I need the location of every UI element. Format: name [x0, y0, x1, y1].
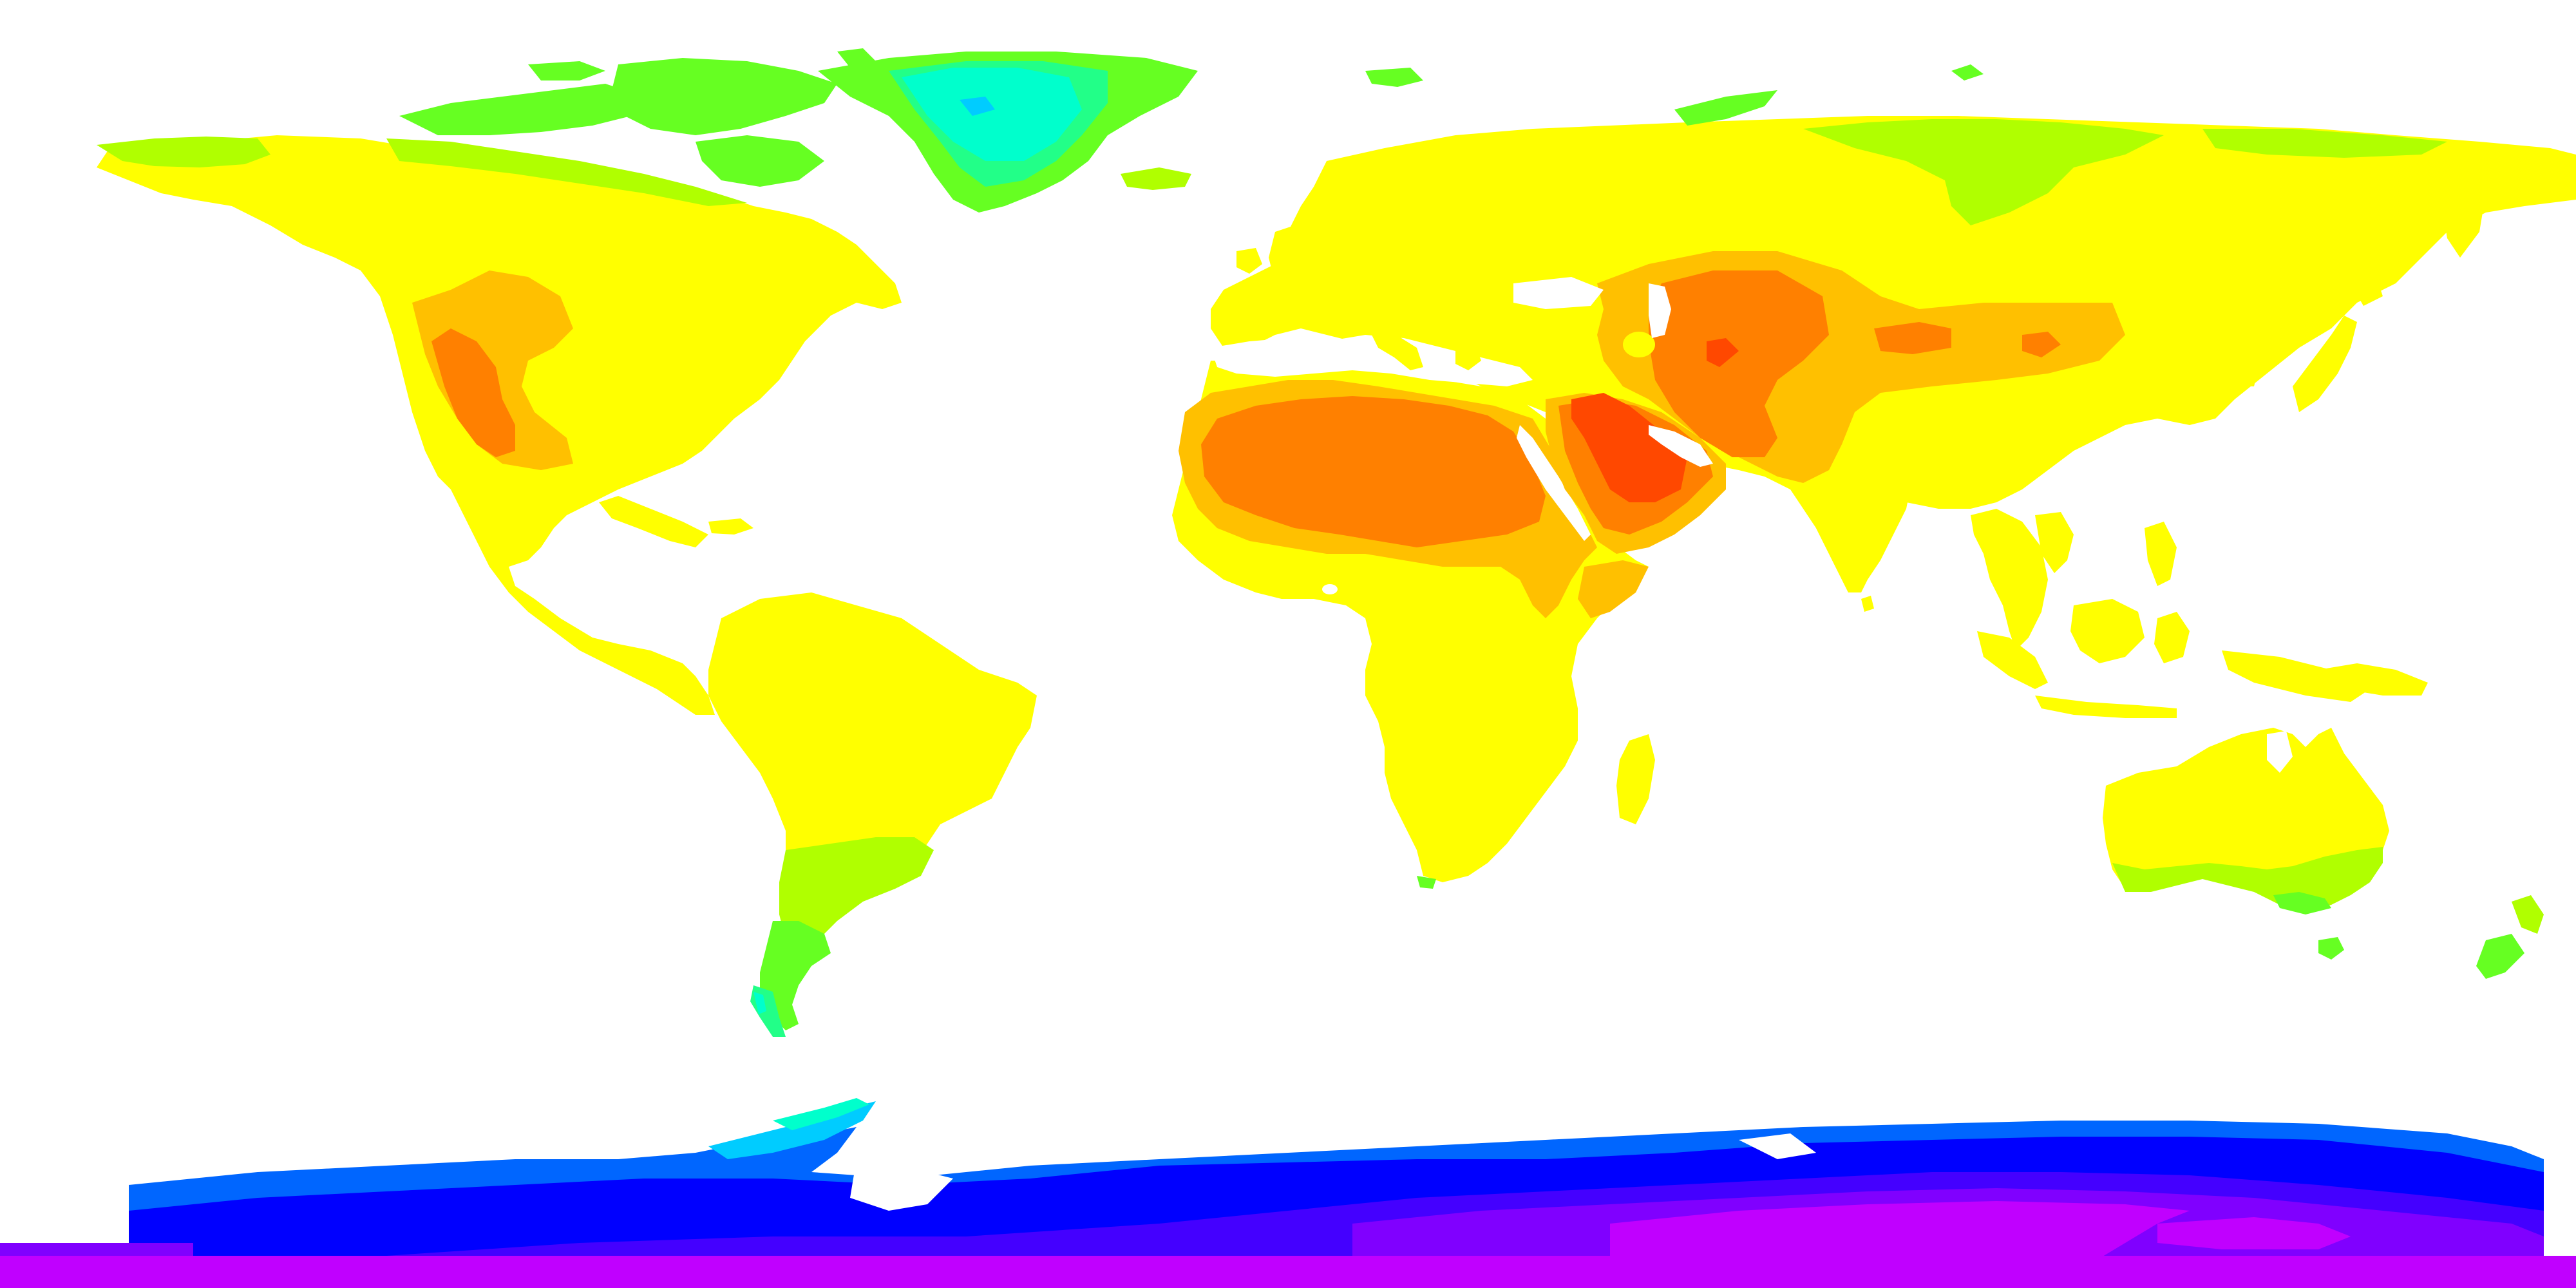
australia-zone — [2318, 937, 2344, 960]
new-zealand — [2476, 895, 2544, 979]
canadian-arctic — [399, 48, 876, 187]
antarctica-zone — [850, 1159, 953, 1211]
africa-zone — [1578, 560, 1649, 618]
mediterranean-sea — [1211, 335, 1533, 386]
indonesia-zone — [2035, 696, 2177, 718]
africa-zone — [1649, 425, 1713, 467]
africa-zone — [1322, 584, 1338, 594]
australia-zone — [2273, 892, 2331, 914]
north-siberian-islands — [1951, 64, 1984, 80]
indonesia-zone — [2154, 612, 2190, 663]
italy — [1372, 332, 1423, 370]
novaya-zemlya — [1674, 90, 1777, 126]
eurasia-zone — [1513, 277, 1604, 309]
indonesia-zone — [1977, 631, 2048, 689]
antarctica-zone — [1610, 1201, 2190, 1269]
canadian-arctic-zone — [399, 84, 644, 135]
canadian-arctic-zone — [528, 61, 605, 80]
southwest-hot-zone — [431, 328, 515, 457]
uk — [1269, 225, 1307, 290]
south-america-zone — [779, 837, 934, 960]
northern-canada-band — [386, 138, 747, 206]
korea — [2228, 335, 2260, 386]
africa-zone — [1517, 425, 1591, 541]
africa — [1172, 361, 1726, 889]
greece — [1455, 345, 1481, 370]
hokkaido — [2351, 277, 2383, 306]
antarctica-zone — [1739, 1133, 1816, 1159]
new-guinea — [2318, 663, 2428, 696]
eurasia-zone — [2202, 129, 2447, 158]
sri-lanka — [1861, 596, 1874, 612]
southeast-asia — [1971, 509, 2074, 650]
antarctica-zone — [773, 1098, 869, 1130]
antarctica-zone — [2157, 1217, 2351, 1249]
antarctica-zone — [0, 1243, 193, 1256]
central-america-zone — [599, 496, 708, 547]
south-america — [708, 592, 1037, 1037]
indonesia-zone — [2070, 599, 2145, 663]
antarctica — [0, 1098, 2576, 1288]
canadian-arctic-zone — [612, 58, 837, 135]
canadian-arctic-zone — [696, 135, 824, 187]
australia — [2103, 728, 2389, 960]
indonesia — [1977, 522, 2370, 718]
india — [1803, 470, 1913, 592]
antarctica-zone — [0, 1256, 2576, 1288]
indonesia-zone — [2222, 650, 2370, 702]
greenland-zone — [960, 97, 995, 116]
eurasia-zone — [1623, 332, 1655, 357]
central-america — [599, 496, 753, 547]
africa-zone — [1201, 396, 1546, 547]
japan — [2293, 316, 2357, 412]
central-america-zone — [708, 518, 753, 535]
scandinavia — [1378, 142, 1507, 245]
eurasia-zone — [1649, 283, 1671, 338]
south-america-zone — [753, 992, 766, 1014]
eurasia — [1211, 116, 2576, 592]
new-zealand-zone — [2476, 934, 2524, 979]
greenland — [818, 52, 1198, 213]
australia-zone — [2267, 731, 2293, 773]
iceland — [1121, 167, 1191, 190]
alaska-region — [97, 137, 270, 167]
southeast-asia-zone — [2035, 512, 2074, 573]
ireland — [1236, 248, 1262, 274]
svalbard — [1365, 68, 1423, 87]
australia-zone — [2112, 847, 2383, 911]
africa-zone — [1417, 876, 1436, 889]
north-america — [97, 135, 902, 715]
eurasia-zone — [2022, 332, 2061, 357]
africa-zone — [1571, 393, 1687, 502]
eurasia-zone — [1803, 119, 2164, 225]
south-america-zone — [760, 921, 831, 1030]
madagascar — [1616, 734, 1655, 824]
eurasia-zone — [1649, 270, 1829, 457]
new-zealand-zone — [2512, 895, 2544, 934]
eurasia-zone — [1707, 338, 1739, 367]
kamchatka — [2441, 161, 2486, 258]
indonesia-zone — [2145, 522, 2177, 586]
greenland-zone — [902, 68, 1082, 161]
eurasia-zone — [1874, 322, 1951, 354]
south-america-zone — [708, 592, 1037, 895]
southeast-asia-zone — [1971, 509, 2048, 650]
